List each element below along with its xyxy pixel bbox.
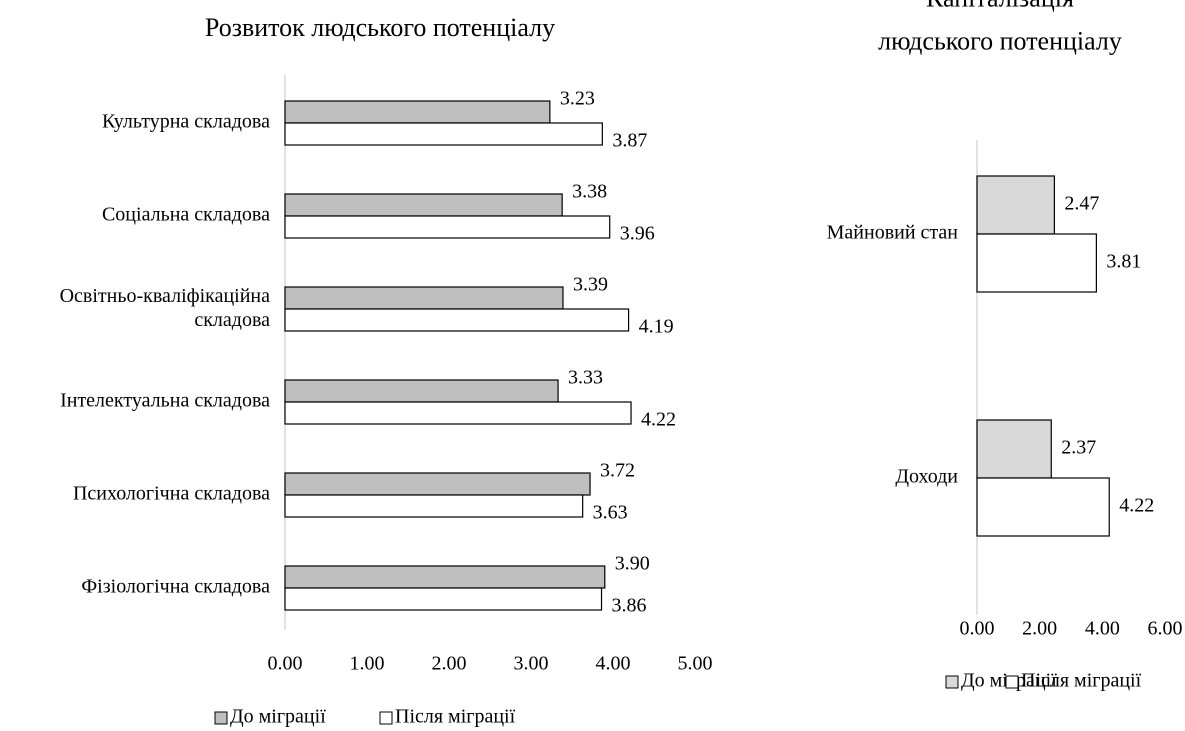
value-label: 3.90 xyxy=(615,553,650,575)
bar xyxy=(284,565,606,589)
category-label: Психологічна складова xyxy=(73,483,270,505)
bar xyxy=(284,379,559,403)
bar xyxy=(284,472,591,496)
value-label: 3.81 xyxy=(1106,251,1141,273)
category-label: Майновий стан xyxy=(827,222,959,244)
value-label: 3.86 xyxy=(612,595,647,617)
bar xyxy=(284,587,603,611)
legend-label: Після міграції xyxy=(395,706,516,728)
value-label: 3.87 xyxy=(612,130,647,152)
category-label: Освітньо-кваліфікаційна складова xyxy=(60,285,271,331)
bar xyxy=(976,419,1052,479)
x-tick-label: 6.00 xyxy=(1148,618,1183,640)
x-tick-label: 1.00 xyxy=(350,653,385,675)
category-label: Фізіологічна складова xyxy=(81,576,270,598)
bar xyxy=(976,175,1055,235)
value-label: 3.33 xyxy=(568,367,603,389)
x-tick-label: 2.00 xyxy=(432,653,467,675)
legend-label: До міграції xyxy=(230,706,326,728)
value-label: 3.39 xyxy=(573,274,608,296)
value-label: 3.63 xyxy=(593,502,628,524)
legend-swatch xyxy=(214,711,228,725)
category-label: Культурна складова xyxy=(102,111,270,133)
legend-swatch xyxy=(379,711,393,725)
chart-title: Розвиток людського потенціалу xyxy=(205,13,555,42)
category-label: Соціальна складова xyxy=(102,204,270,226)
value-label: 4.19 xyxy=(639,316,674,338)
value-label: 3.23 xyxy=(560,88,595,110)
value-label: 2.47 xyxy=(1064,193,1099,215)
bar xyxy=(284,401,632,425)
chart-title: Капіталізаціялюдського потенціалу xyxy=(878,0,1122,55)
x-tick-label: 0.00 xyxy=(960,618,995,640)
value-label: 4.22 xyxy=(641,409,676,431)
legend-label: Після міграції xyxy=(1021,670,1142,692)
bar xyxy=(284,494,584,518)
value-label: 2.37 xyxy=(1061,437,1096,459)
value-label: 3.72 xyxy=(600,460,635,482)
category-label: Інтелектуальна складова xyxy=(60,390,270,412)
value-label: 4.22 xyxy=(1119,495,1154,517)
x-tick-label: 2.00 xyxy=(1022,618,1057,640)
x-tick-label: 0.00 xyxy=(268,653,303,675)
bar xyxy=(976,477,1110,537)
bar xyxy=(284,100,551,124)
x-tick-label: 3.00 xyxy=(514,653,549,675)
x-tick-label: 5.00 xyxy=(678,653,713,675)
bar xyxy=(284,215,611,239)
bar xyxy=(284,286,564,310)
legend-swatch xyxy=(945,675,959,689)
x-tick-label: 4.00 xyxy=(1085,618,1120,640)
bar xyxy=(284,122,603,146)
value-label: 3.96 xyxy=(620,223,655,245)
bar xyxy=(284,308,630,332)
value-label: 3.38 xyxy=(572,181,607,203)
bar xyxy=(284,193,563,217)
bar xyxy=(976,233,1097,293)
x-tick-label: 4.00 xyxy=(596,653,631,675)
legend-swatch xyxy=(1005,675,1019,689)
category-label: Доходи xyxy=(895,466,958,488)
